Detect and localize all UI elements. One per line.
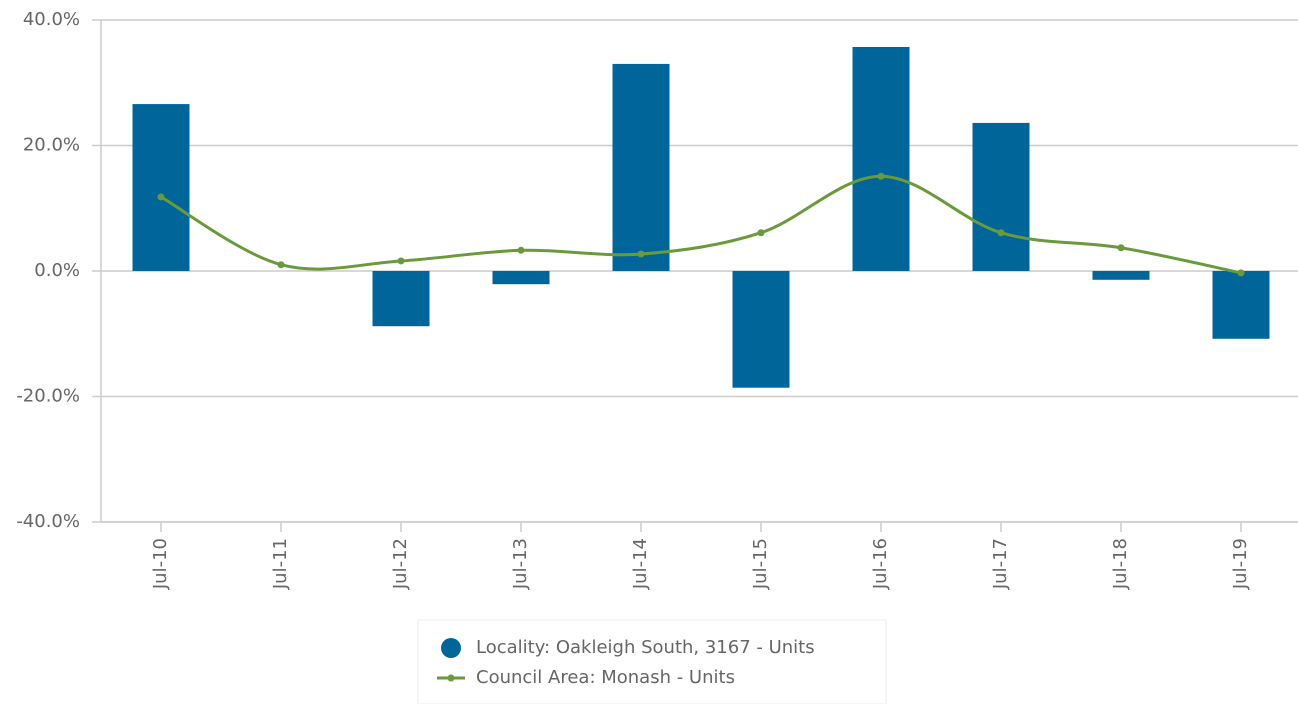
x-tick-label: Jul-18 (1110, 538, 1131, 590)
x-tick-label: Jul-19 (1230, 538, 1251, 590)
legend-symbol (447, 674, 455, 682)
line-marker (277, 261, 285, 269)
bar (1212, 271, 1270, 339)
bar (492, 271, 550, 285)
line-marker (1237, 269, 1245, 277)
line-marker (637, 250, 645, 258)
bar (372, 271, 430, 327)
y-tick-label: 20.0% (23, 135, 80, 156)
bar (972, 122, 1030, 271)
bar (612, 63, 670, 271)
y-tick-label: -40.0% (16, 511, 80, 532)
bar (1092, 271, 1150, 280)
x-tick-label: Jul-17 (990, 538, 1011, 590)
line-marker (397, 257, 405, 265)
line-marker (877, 172, 885, 180)
bar (132, 104, 190, 272)
y-tick-label: 40.0% (23, 9, 80, 30)
legend-box (417, 619, 887, 704)
line-marker (517, 246, 525, 254)
legend-symbol (441, 638, 461, 658)
x-tick-label: Jul-15 (750, 538, 771, 590)
y-tick-label: -20.0% (16, 386, 80, 407)
x-tick-label: Jul-10 (150, 538, 171, 590)
legend-label: Council Area: Monash - Units (476, 667, 735, 688)
line (160, 174, 1242, 275)
x-tick-label: Jul-11 (270, 538, 291, 590)
bar (732, 271, 790, 388)
x-tick-label: Jul-14 (630, 538, 651, 590)
line-marker (1117, 244, 1125, 252)
x-tick-label: Jul-12 (390, 538, 411, 590)
bar (852, 46, 910, 271)
x-tick-label: Jul-16 (870, 538, 891, 590)
legend-label: Locality: Oakleigh South, 3167 - Units (476, 637, 815, 658)
line-marker (757, 229, 765, 237)
line-marker (157, 193, 165, 201)
line-marker (997, 229, 1005, 237)
x-tick-label: Jul-13 (510, 538, 531, 590)
y-tick-label: 0.0% (34, 260, 80, 281)
